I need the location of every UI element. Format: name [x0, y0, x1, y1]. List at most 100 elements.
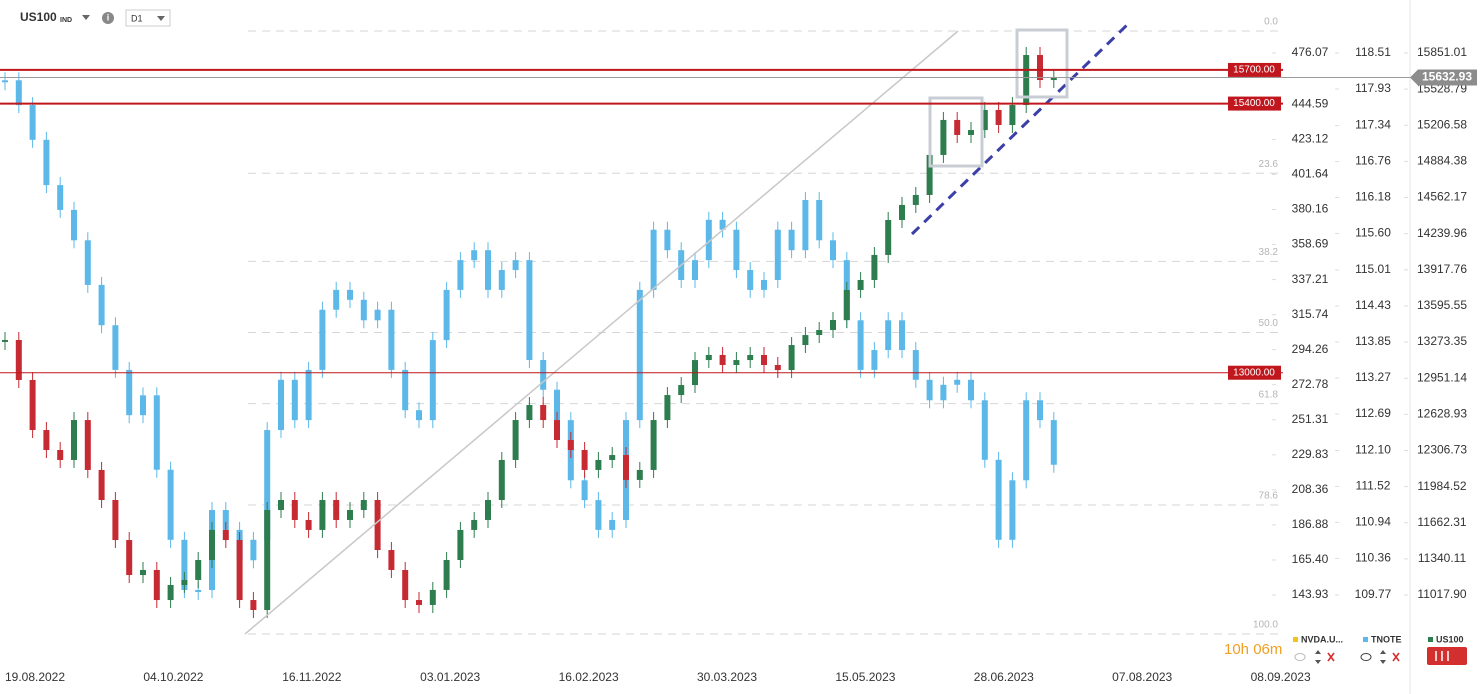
candle-body	[153, 395, 160, 470]
candle-body	[788, 345, 795, 371]
candle-body	[388, 309, 395, 370]
y-tick-label: 14239.96	[1417, 226, 1467, 240]
y-tick-label: 12306.73	[1417, 443, 1467, 457]
candle-body	[222, 529, 229, 541]
candle-body	[71, 209, 77, 241]
x-tick-label: 30.03.2023	[697, 670, 757, 684]
candle-body	[278, 379, 284, 431]
candle-body	[485, 250, 491, 290]
candle-body	[692, 260, 698, 280]
candle-body	[857, 279, 864, 290]
candle-body	[181, 539, 188, 591]
y-tick-label: 380.16	[1292, 202, 1329, 216]
candle-body	[581, 480, 588, 501]
fib-label: 23.6	[1259, 159, 1279, 170]
candle-body	[871, 254, 878, 280]
close-icon[interactable]	[1392, 652, 1400, 662]
candle-body	[802, 199, 809, 251]
y-tick-label: 109.77	[1355, 587, 1392, 601]
move-icon[interactable]	[1315, 650, 1321, 664]
candle-body	[153, 569, 160, 601]
candle-body	[595, 459, 602, 470]
y-tick-label: 116.18	[1355, 190, 1391, 204]
candle-body	[195, 590, 202, 593]
symbol-dropdown[interactable]	[82, 15, 90, 20]
candle-body	[636, 469, 643, 480]
price-level-label: 15400.00	[1233, 98, 1275, 109]
candle-body	[954, 379, 961, 385]
y-tick-label: 13595.55	[1417, 298, 1467, 312]
y-tick-label: 12628.93	[1417, 407, 1467, 421]
candle-body	[360, 299, 367, 321]
y-tick-label: 444.59	[1292, 97, 1329, 111]
legend-label: US100	[1436, 634, 1464, 644]
candle-body	[705, 355, 712, 361]
candle-body	[112, 325, 119, 370]
candle-body	[2, 339, 8, 342]
y-tick-label: 14884.38	[1417, 154, 1467, 168]
candle-body	[912, 194, 919, 205]
candle-body	[595, 500, 602, 530]
candle-body	[167, 585, 174, 601]
x-tick-label: 16.02.2023	[559, 670, 619, 684]
close-icon[interactable]	[1327, 652, 1335, 662]
candle-body	[43, 430, 50, 450]
candle-body	[402, 369, 409, 411]
y-tick-label: 165.40	[1292, 552, 1329, 566]
y-tick-label: 229.83	[1292, 447, 1329, 461]
y-tick-label: 111.52	[1356, 479, 1391, 493]
move-icon[interactable]	[1380, 650, 1386, 664]
candle-body	[126, 369, 133, 416]
fib-trend-line	[244, 30, 959, 635]
candle-body	[222, 510, 229, 530]
candle-body	[264, 509, 271, 611]
candle-body	[830, 240, 836, 261]
candle-body	[940, 384, 947, 401]
y-tick-label: 117.34	[1355, 118, 1391, 132]
candle-body	[1009, 105, 1016, 125]
x-tick-label: 28.06.2023	[974, 670, 1034, 684]
candle-body	[526, 405, 533, 421]
y-tick-label: 294.26	[1292, 342, 1329, 356]
candle-body	[885, 219, 892, 255]
active-series-button[interactable]	[1427, 647, 1467, 665]
candle-body	[374, 500, 381, 551]
timeframe-caret	[157, 16, 165, 21]
candle-body	[416, 410, 422, 421]
y-tick-label: 113.27	[1355, 370, 1391, 384]
candle-body	[650, 420, 657, 470]
y-tick-label: 423.12	[1292, 132, 1329, 146]
symbol[interactable]: US100	[20, 10, 57, 24]
countdown: 10h 06m	[1224, 641, 1282, 658]
candle-body	[512, 260, 519, 271]
candle-body	[857, 320, 864, 370]
candle-body	[747, 270, 754, 290]
candle-body	[347, 509, 353, 520]
price-level-box	[1228, 62, 1281, 77]
y-tick-label: 11017.90	[1417, 587, 1466, 601]
legend-label: NVDA.U...	[1301, 634, 1343, 644]
fib-label: 61.8	[1259, 389, 1279, 400]
eye-icon[interactable]	[1294, 653, 1306, 661]
price-level-label: 15700.00	[1233, 65, 1275, 76]
candle-body	[98, 469, 105, 501]
fib-label: 0.0	[1264, 17, 1278, 28]
candle-body	[485, 500, 491, 520]
candle-body	[291, 500, 298, 520]
candle-body	[926, 154, 933, 195]
candle-body	[1023, 55, 1030, 106]
candle-body	[719, 355, 726, 365]
candle-body	[1050, 420, 1057, 465]
info-icon[interactable]	[102, 12, 114, 24]
price-level-box	[1228, 365, 1281, 380]
candle-body	[995, 109, 1002, 125]
legend-label: TNOTE	[1371, 634, 1402, 644]
eye-icon[interactable]	[1360, 653, 1372, 661]
highlight-box	[1015, 28, 1069, 99]
candle-body	[471, 519, 478, 530]
candle-body	[968, 130, 974, 135]
y-tick-label: 272.78	[1292, 377, 1329, 391]
timeframe-box[interactable]	[125, 9, 171, 27]
candle-body	[843, 289, 850, 321]
y-tick-label: 118.51	[1355, 45, 1391, 59]
